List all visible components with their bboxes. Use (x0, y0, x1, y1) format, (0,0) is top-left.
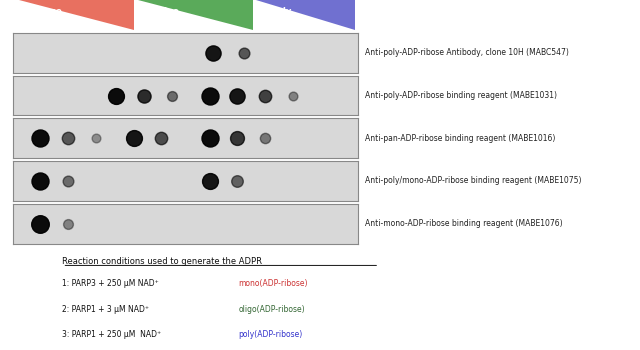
Point (205, 135, 215, 141)
Point (232, 135, 243, 141)
Point (166, 93, 177, 98)
Point (205, 178, 215, 184)
Point (91, 135, 101, 141)
Text: Anti-poly-ADP-ribose Antibody, clone 10H (MABC547): Anti-poly-ADP-ribose Antibody, clone 10H… (365, 48, 569, 57)
Text: Anti-poly/mono-ADP-ribose binding reagent (MABE1075): Anti-poly/mono-ADP-ribose binding reagen… (365, 176, 581, 186)
Point (232, 178, 243, 184)
Text: Mono: Mono (36, 7, 62, 16)
Text: Poly: Poly (271, 7, 291, 16)
Text: 2: PARP1 + 3 μM NAD⁺: 2: PARP1 + 3 μM NAD⁺ (63, 304, 149, 314)
Point (139, 93, 149, 98)
Text: Oligo: Oligo (155, 7, 180, 16)
Point (35, 178, 45, 184)
Text: poly(ADP-ribose): poly(ADP-ribose) (239, 330, 303, 339)
Point (287, 93, 298, 98)
Text: mono(ADP-ribose): mono(ADP-ribose) (239, 279, 308, 288)
Text: Reaction conditions used to generate the ADPR: Reaction conditions used to generate the… (63, 257, 262, 266)
Polygon shape (256, 0, 355, 30)
Point (156, 135, 166, 141)
Text: oligo(ADP-ribose): oligo(ADP-ribose) (239, 304, 305, 314)
Text: 1: PARP3 + 250 μM NAD⁺: 1: PARP3 + 250 μM NAD⁺ (63, 279, 159, 288)
Polygon shape (19, 0, 134, 30)
Point (129, 135, 139, 141)
Point (232, 93, 243, 98)
Point (260, 93, 270, 98)
Point (35, 135, 45, 141)
Point (205, 93, 215, 98)
Point (35, 221, 45, 226)
Point (239, 50, 250, 56)
Point (111, 93, 122, 98)
Text: Anti-pan-ADP-ribose binding reagent (MABE1016): Anti-pan-ADP-ribose binding reagent (MAB… (365, 134, 555, 143)
Point (208, 50, 218, 56)
Point (63, 178, 73, 184)
Point (63, 135, 73, 141)
Text: Anti-poly-ADP-ribose binding reagent (MABE1031): Anti-poly-ADP-ribose binding reagent (MA… (365, 91, 557, 100)
Polygon shape (138, 0, 253, 30)
Text: Anti-mono-ADP-ribose binding reagent (MABE1076): Anti-mono-ADP-ribose binding reagent (MA… (365, 219, 563, 228)
Text: 3: PARP1 + 250 μM  NAD⁺: 3: PARP1 + 250 μM NAD⁺ (63, 330, 161, 339)
Point (63, 221, 73, 226)
Point (260, 135, 270, 141)
